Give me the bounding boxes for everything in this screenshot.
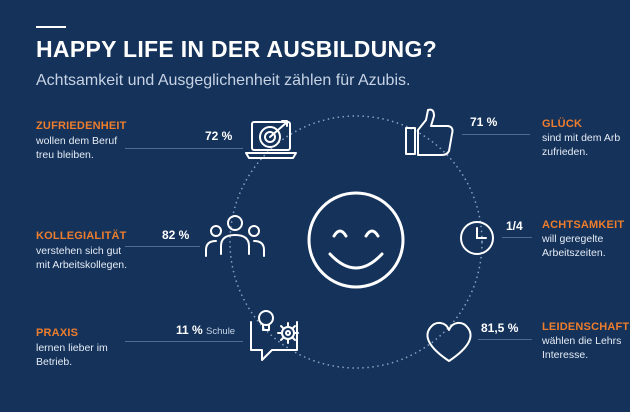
divider-zufriedenheit: [125, 148, 243, 149]
value-achtsamkeit: 1/4: [506, 219, 523, 233]
heading-praxis: PRAXIS: [36, 327, 79, 339]
desc-kollegialitaet-line1: verstehen sich gut: [36, 245, 122, 257]
smiley-icon: [307, 191, 405, 289]
value-kollegialitaet: 82 %: [162, 228, 190, 242]
divider-kollegialitaet: [125, 246, 200, 247]
clock-icon: [460, 221, 494, 255]
desc-glueck-line2: zufrieden.: [542, 146, 589, 158]
thumbs-up-icon: [405, 108, 454, 156]
laptop-target-icon: [245, 120, 297, 159]
page-title: HAPPY LIFE IN DER AUSBILDUNG?: [36, 36, 438, 62]
title-accent-bar: [36, 26, 66, 28]
people-group-icon: [205, 215, 265, 257]
desc-zufriedenheit-line2: treu bleiben.: [36, 149, 94, 161]
heading-leidenschaft: LEIDENSCHAFT: [542, 321, 630, 333]
desc-achtsamkeit-line1: will geregelte: [542, 233, 604, 245]
desc-leidenschaft-line2: Interesse.: [542, 349, 589, 361]
desc-praxis-line2: Betrieb.: [36, 356, 73, 368]
desc-zufriedenheit-line1: wollen dem Beruf: [36, 135, 118, 147]
divider-glueck: [462, 134, 530, 135]
value-zufriedenheit: 72 %: [205, 129, 233, 143]
desc-praxis-line1: lernen lieber im: [36, 342, 108, 354]
heart-icon: [426, 322, 472, 362]
lightbulb-gear-chat-icon: [250, 310, 299, 361]
value-leidenschaft: 81,5 %: [481, 321, 519, 335]
desc-achtsamkeit-line2: Arbeitszeiten.: [542, 247, 606, 259]
heading-kollegialitaet: KOLLEGIALITÄT: [36, 230, 127, 242]
divider-achtsamkeit: [502, 237, 532, 238]
value-praxis: 11 % Schule: [176, 323, 235, 337]
heading-zufriedenheit: ZUFRIEDENHEIT: [36, 120, 127, 132]
dotted-ring: [229, 115, 483, 369]
divider-leidenschaft: [478, 339, 532, 340]
desc-glueck-line1: sind mit dem Arb: [542, 132, 621, 144]
value-praxis-number: 11 %: [176, 323, 203, 337]
heading-achtsamkeit: ACHTSAMKEIT: [542, 219, 625, 231]
desc-kollegialitaet-line2: mit Arbeitskollegen.: [36, 259, 128, 271]
desc-leidenschaft-line1: wählen die Lehrs: [542, 335, 622, 347]
divider-praxis: [125, 341, 243, 342]
page-subtitle: Achtsamkeit und Ausgeglichenheit zählen …: [36, 72, 411, 89]
value-glueck: 71 %: [470, 115, 498, 129]
value-praxis-note: Schule: [206, 326, 236, 337]
heading-glueck: GLÜCK: [542, 118, 583, 130]
